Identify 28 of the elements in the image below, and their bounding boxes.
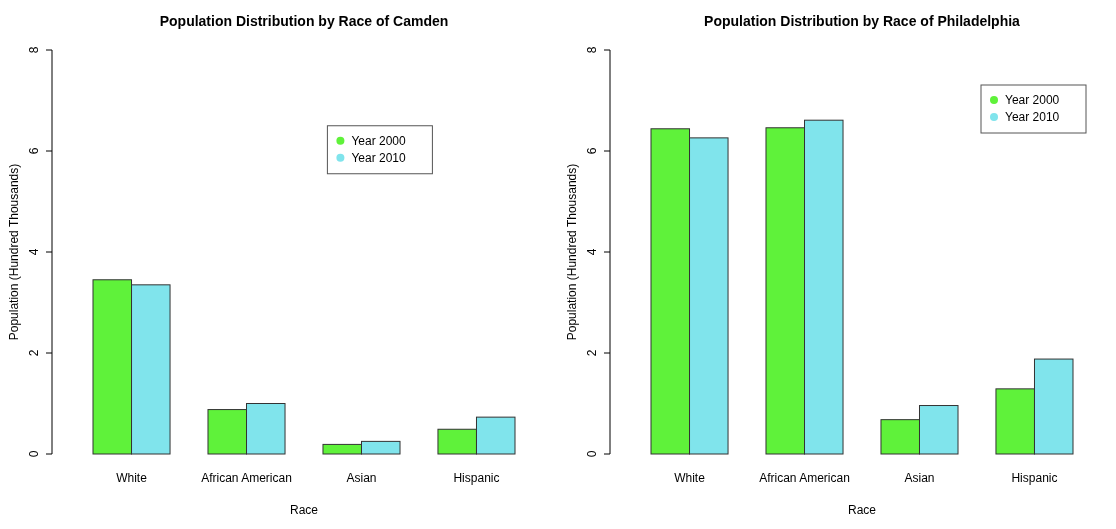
x-axis-title: Race: [289, 503, 319, 517]
y-axis-title: Population (Hundred Thousands): [7, 163, 21, 341]
x-tick-label: White: [116, 471, 148, 485]
x-tick-label: Hispanic: [453, 471, 500, 485]
y-axis-title: Population (Hundred Thousands): [565, 163, 579, 341]
x-tick-label: Asian: [904, 471, 935, 485]
chart-title: Population Distribution by Race of Camden: [159, 13, 449, 29]
x-tick-label: Hispanic: [1011, 471, 1058, 485]
y-tick-label: 0: [27, 450, 41, 458]
y-tick-label: 6: [27, 147, 41, 155]
legend-label: Year 2010: [351, 150, 406, 165]
y-tick-label: 6: [585, 147, 599, 155]
chart-title: Population Distribution by Race of Philadelphia: [704, 13, 1021, 29]
y-tick-label: 4: [585, 248, 599, 256]
y-tick-label: 8: [585, 46, 599, 54]
legend-label: Year 2010: [1005, 110, 1060, 124]
x-tick-label: African American: [201, 471, 292, 485]
y-tick-label: 2: [585, 349, 599, 357]
y-tick-label: 8: [27, 46, 41, 54]
y-tick-label: 4: [27, 248, 41, 256]
y-tick-label: 0: [585, 450, 599, 458]
y-tick-label: 2: [27, 349, 41, 357]
x-tick-label: African American: [759, 471, 850, 485]
legend-label: Year 2000: [351, 133, 406, 148]
x-axis-title: Race: [847, 503, 877, 517]
x-tick-label: Asian: [346, 471, 377, 485]
legend-label: Year 2000: [1005, 93, 1060, 107]
x-tick-label: White: [674, 471, 706, 485]
